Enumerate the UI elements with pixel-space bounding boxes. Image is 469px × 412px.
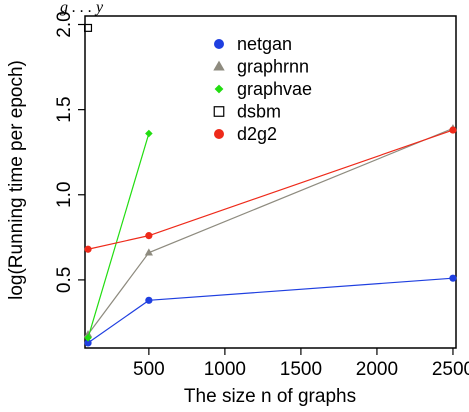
legend-item-graphvae: graphvae: [214, 79, 312, 99]
legend-marker-graphvae: [214, 84, 224, 94]
plot-frame: [84, 15, 457, 349]
legend-marker-netgan: [214, 39, 224, 49]
x-tick-label: 2500: [432, 359, 469, 380]
data-point-netgan: [449, 274, 457, 282]
legend-item-dsbm: dsbm: [213, 102, 281, 122]
series-dsbm: [84, 23, 93, 32]
data-point-d2g2: [145, 232, 153, 240]
x-tick-label: 1500: [280, 359, 322, 380]
data-point-dsbm: [84, 23, 93, 32]
series-graphvae: [84, 129, 153, 342]
y-tick-label: 2.0: [54, 11, 75, 37]
legend-marker-d2g2: [214, 129, 224, 139]
y-axis: 0.5 1.0 1.5 2.0: [54, 11, 85, 293]
x-axis-title: The size n of graphs: [184, 386, 356, 407]
series-layer: [83, 23, 458, 347]
data-point-graphvae: [84, 334, 92, 342]
x-axis: 500 1000 1500 2000 2500: [133, 348, 469, 380]
legend-label: dsbm: [237, 102, 281, 122]
series-graphrnn: [83, 124, 458, 338]
series-line-d2g2: [87, 129, 454, 250]
data-point-netgan: [84, 339, 92, 347]
x-tick-label: 1000: [204, 359, 246, 380]
x-tick-label: 2000: [356, 359, 398, 380]
series-line-graphrnn: [87, 127, 454, 335]
legend-label: netgan: [237, 34, 292, 54]
data-point-d2g2: [84, 245, 92, 253]
x-tick-label: 500: [133, 359, 165, 380]
series-netgan: [84, 274, 457, 347]
series-d2g2: [84, 126, 457, 253]
legend-label: d2g2: [237, 124, 277, 144]
series-line-netgan: [87, 277, 454, 344]
legend-item-netgan: netgan: [214, 34, 292, 54]
legend-marker-dsbm: [213, 106, 225, 117]
top-cropped-text: g . . . y: [60, 0, 104, 16]
data-point-d2g2: [449, 126, 457, 134]
series-line-graphvae: [87, 133, 150, 338]
data-point-graphrnn: [144, 248, 153, 256]
legend-item-graphrnn: graphrnn: [213, 57, 309, 77]
data-point-graphrnn: [83, 330, 93, 338]
legend-item-d2g2: d2g2: [214, 124, 277, 144]
data-point-graphvae: [145, 129, 153, 138]
y-tick-label: 0.5: [54, 267, 75, 293]
y-tick-label: 1.0: [54, 182, 75, 208]
legend-label: graphrnn: [237, 57, 309, 77]
y-axis-title: log(Running time per epoch): [6, 60, 27, 300]
legend-label: graphvae: [237, 79, 312, 99]
legend-marker-graphrnn: [213, 60, 225, 71]
y-tick-label: 1.5: [54, 96, 75, 122]
data-point-netgan: [145, 296, 153, 304]
